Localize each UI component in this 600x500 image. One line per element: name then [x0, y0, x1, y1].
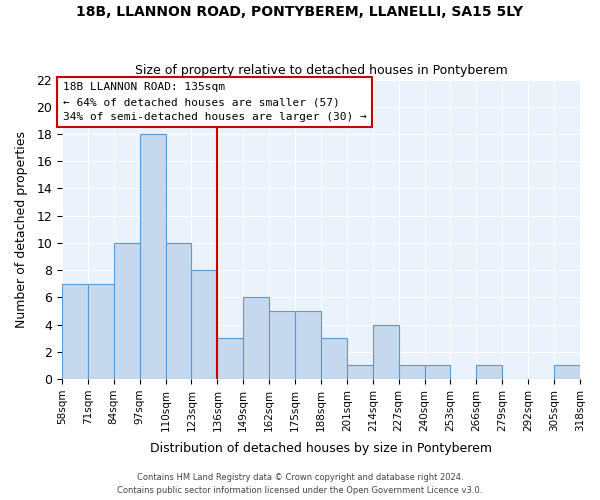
Bar [554, 366, 580, 379]
Bar [425, 366, 451, 379]
Bar [114, 243, 140, 379]
Bar [295, 311, 321, 379]
Bar [269, 311, 295, 379]
Bar [88, 284, 114, 379]
Bar [140, 134, 166, 379]
Text: Contains HM Land Registry data © Crown copyright and database right 2024.
Contai: Contains HM Land Registry data © Crown c… [118, 474, 482, 495]
Bar [347, 366, 373, 379]
Bar [373, 324, 398, 379]
Bar [321, 338, 347, 379]
Bar [166, 243, 191, 379]
Bar [62, 284, 88, 379]
Title: Size of property relative to detached houses in Pontyberem: Size of property relative to detached ho… [134, 64, 508, 77]
Bar [476, 366, 502, 379]
Bar [398, 366, 425, 379]
Bar [217, 338, 243, 379]
Bar [243, 298, 269, 379]
Y-axis label: Number of detached properties: Number of detached properties [15, 131, 28, 328]
Text: 18B, LLANNON ROAD, PONTYBEREM, LLANELLI, SA15 5LY: 18B, LLANNON ROAD, PONTYBEREM, LLANELLI,… [76, 5, 524, 19]
Bar [191, 270, 217, 379]
Text: 18B LLANNON ROAD: 135sqm
← 64% of detached houses are smaller (57)
34% of semi-d: 18B LLANNON ROAD: 135sqm ← 64% of detach… [63, 82, 367, 122]
X-axis label: Distribution of detached houses by size in Pontyberem: Distribution of detached houses by size … [150, 442, 492, 455]
